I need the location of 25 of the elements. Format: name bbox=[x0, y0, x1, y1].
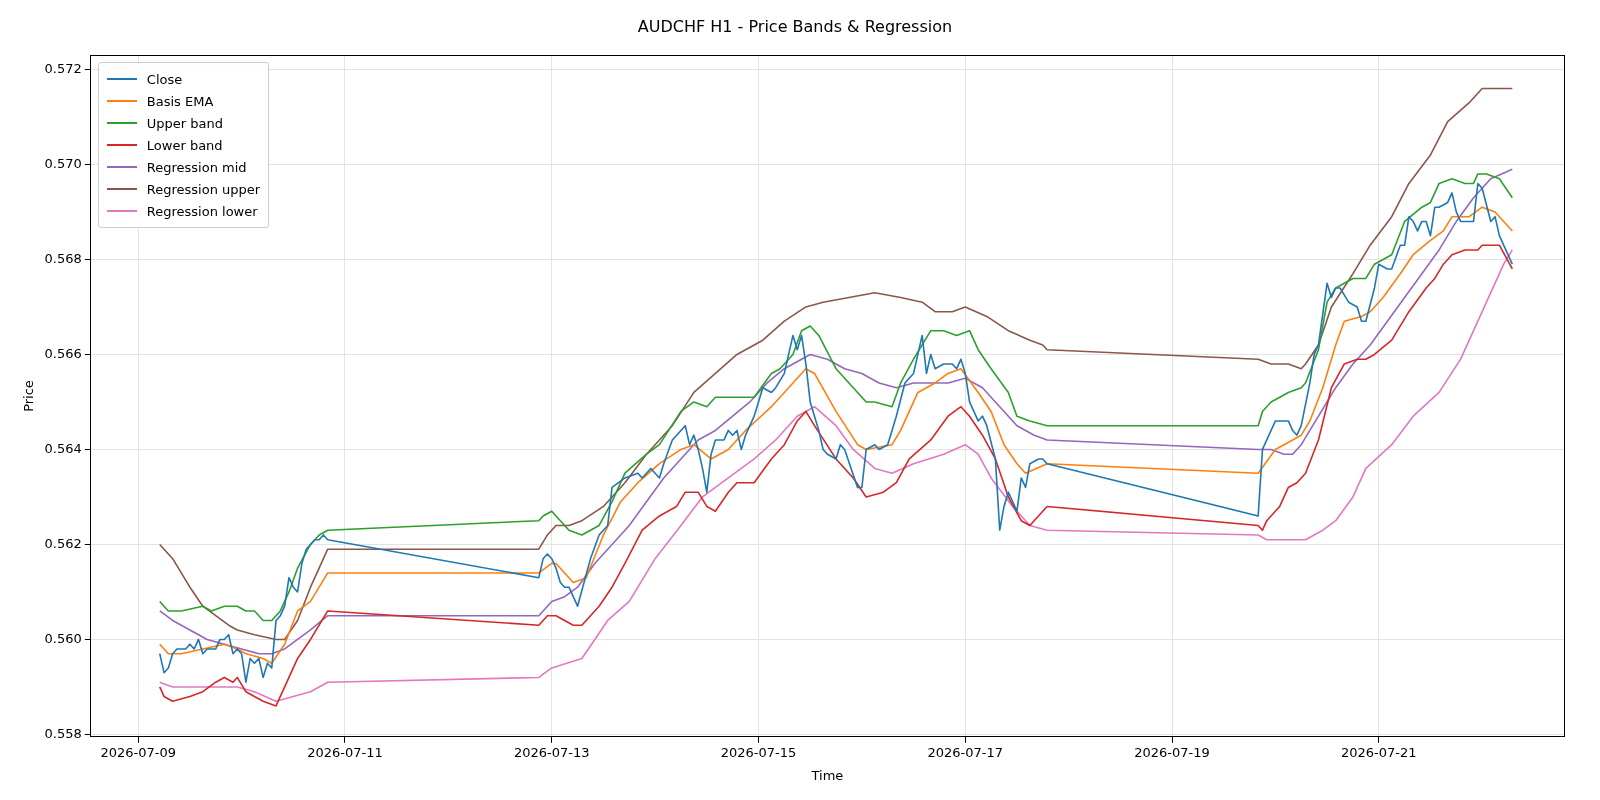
x-tick-label: 2026-07-19 bbox=[1134, 744, 1210, 760]
y-tick-label: 0.558 bbox=[44, 725, 82, 741]
x-tick-label: 2026-07-21 bbox=[1340, 744, 1417, 760]
legend-label: Upper band bbox=[146, 115, 224, 131]
y-tick-label: 0.560 bbox=[44, 630, 82, 646]
legend-label: Lower band bbox=[146, 137, 223, 153]
x-tick-label: 2026-07-11 bbox=[307, 744, 383, 760]
chart-title: AUDCHF H1 - Price Bands & Regression bbox=[637, 16, 953, 36]
legend-label: Regression mid bbox=[146, 159, 247, 175]
y-tick-label: 0.568 bbox=[44, 250, 82, 266]
x-tick-label: 2026-07-13 bbox=[513, 744, 590, 760]
legend-label: Regression upper bbox=[146, 181, 261, 197]
x-tick-label: 2026-07-09 bbox=[100, 744, 176, 760]
y-tick-label: 0.564 bbox=[44, 440, 82, 456]
legend-label: Close bbox=[146, 71, 183, 87]
y-tick-label: 0.562 bbox=[44, 535, 82, 551]
legend-label: Regression lower bbox=[146, 203, 258, 219]
y-tick-label: 0.572 bbox=[44, 60, 82, 76]
y-tick-label: 0.566 bbox=[44, 345, 82, 361]
x-tick-label: 2026-07-17 bbox=[927, 744, 1004, 760]
y-tick-label: 0.570 bbox=[44, 155, 82, 171]
y-axis-title: Price bbox=[21, 380, 37, 412]
legend-label: Basis EMA bbox=[146, 93, 214, 109]
x-tick-label: 2026-07-15 bbox=[720, 744, 797, 760]
x-axis-title: Time bbox=[810, 767, 844, 783]
